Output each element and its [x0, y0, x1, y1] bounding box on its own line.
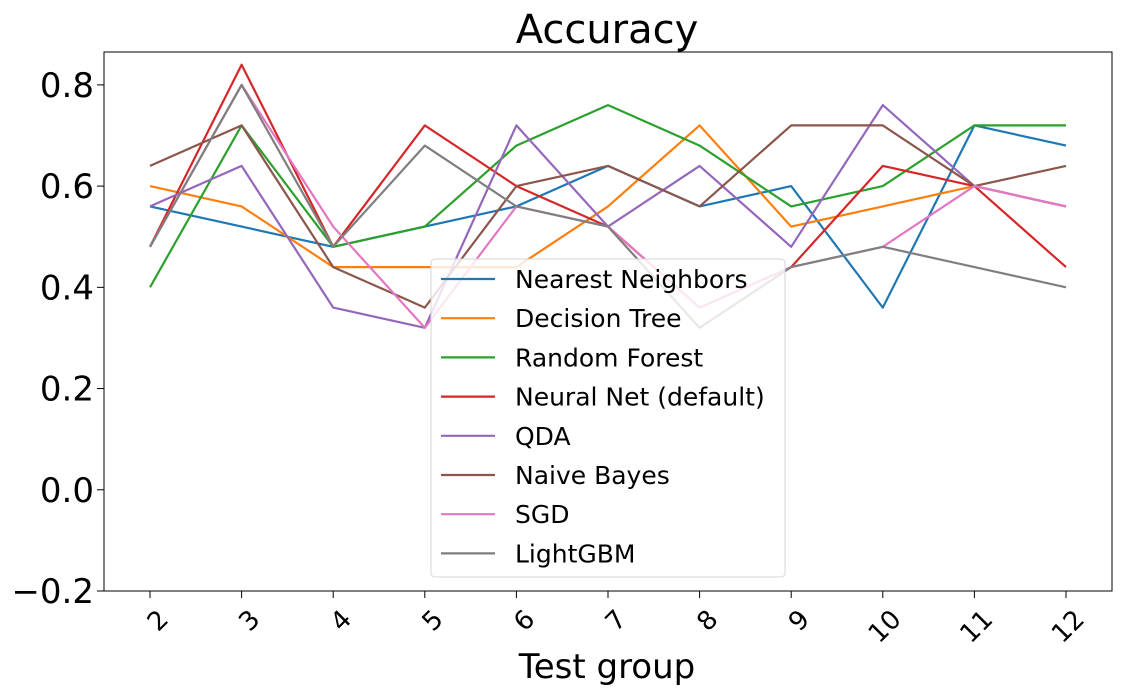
x-tick-label: 7	[600, 605, 633, 638]
legend-label: SGD	[515, 500, 570, 529]
legend-box	[430, 258, 786, 578]
legend-label: Nearest Neighbors	[515, 265, 748, 294]
chart-title: Accuracy	[516, 7, 699, 53]
x-tick-label: 9	[783, 605, 816, 638]
series-layer	[149, 63, 1067, 329]
legend-label: QDA	[515, 422, 571, 451]
legend-label: Naive Bayes	[515, 461, 670, 490]
x-tick-label: 8	[691, 605, 724, 638]
legend-label: Decision Tree	[515, 304, 681, 333]
legend-label: LightGBM	[515, 539, 635, 568]
series-line-random-forest	[149, 103, 1066, 288]
y-tick-label: 0.2	[40, 370, 94, 410]
y-tick-label: 0.4	[40, 268, 94, 308]
x-tick-label: 5	[417, 605, 450, 638]
legend-label: Neural Net (default)	[515, 383, 765, 412]
x-tick-label: 11	[955, 605, 1000, 650]
x-tick-label: 3	[233, 605, 266, 638]
y-tick-label: 0.8	[40, 66, 94, 106]
x-tick-label: 6	[508, 605, 541, 638]
x-tick-label: 4	[325, 605, 358, 638]
x-tick-label: 2	[142, 605, 175, 638]
series-line-naive-bayes	[149, 124, 1067, 309]
legend-label: Random Forest	[515, 343, 703, 372]
x-tick-label: 10	[863, 605, 908, 650]
y-tick-label: −0.2	[11, 572, 94, 612]
x-tick-label: 12	[1046, 605, 1091, 650]
series-line-decision-tree	[149, 124, 1067, 269]
x-axis-label: Test group	[518, 647, 696, 687]
y-tick-label: 0.6	[40, 167, 94, 207]
legend: Nearest Neighbors Decision Tree Random For…	[430, 258, 786, 578]
series-line-lightgbm	[149, 83, 1067, 329]
y-tick-label: 0.0	[40, 471, 94, 511]
